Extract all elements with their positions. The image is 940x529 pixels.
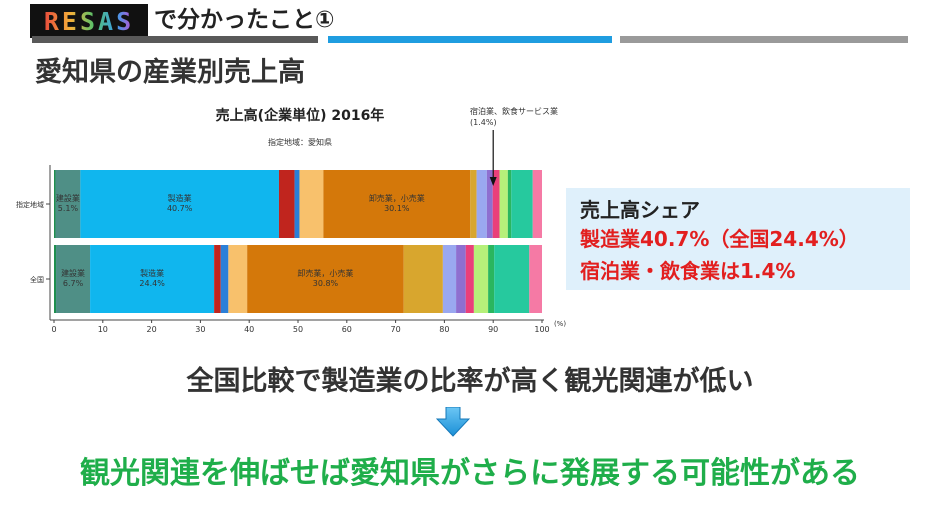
annotation-arrow-head bbox=[489, 177, 497, 186]
bar-segment bbox=[488, 245, 495, 313]
header-divider-light-gray bbox=[620, 36, 908, 43]
share-box: 売上高シェア 製造業40.7%（全国24.4%） 宿泊業・飲食業は1.4% bbox=[566, 188, 910, 290]
x-tick-label: 90 bbox=[488, 325, 498, 334]
x-tick-label: 40 bbox=[244, 325, 254, 334]
bar-segment bbox=[54, 170, 56, 238]
bar-segment bbox=[494, 245, 530, 313]
y-tick-label: 指定地域 bbox=[16, 200, 44, 209]
data-label: 30.1% bbox=[384, 204, 410, 213]
bar-segment bbox=[228, 245, 248, 313]
y-tick-label: 全国 bbox=[30, 275, 44, 284]
share-accommodation: 宿泊業・飲食業は1.4% bbox=[580, 259, 796, 283]
bar-segment bbox=[56, 245, 91, 313]
bar-segment-label: 卸売業，小売業 bbox=[369, 193, 425, 203]
data-label: 24.4% bbox=[139, 279, 165, 288]
bar-segment-label: 建設業 bbox=[56, 193, 80, 203]
bar-segment bbox=[476, 170, 487, 238]
bar-segment bbox=[473, 245, 489, 313]
chart-annotation: 宿泊業、飲食サービス業 (1.4%) bbox=[470, 106, 558, 186]
bar-segment bbox=[90, 245, 215, 313]
data-label: 40.7% bbox=[167, 204, 193, 213]
bar-segment bbox=[403, 245, 443, 313]
bar-segment-label: 製造業 bbox=[168, 193, 192, 203]
bar-segment bbox=[294, 170, 300, 238]
bar-segment bbox=[80, 170, 279, 238]
chart-title: 売上高(企業単位) 2016年 bbox=[216, 107, 385, 124]
bar-segment bbox=[470, 170, 477, 238]
x-tick-label: 50 bbox=[293, 325, 303, 334]
share-manufacturing: 製造業40.7%（全国24.4%） bbox=[580, 227, 859, 251]
annotation-text: (1.4%) bbox=[470, 118, 497, 127]
x-tick-label: 0 bbox=[51, 325, 56, 334]
x-tick-label: 10 bbox=[98, 325, 108, 334]
bar-segment bbox=[278, 170, 295, 238]
bar-segment bbox=[492, 170, 500, 238]
x-unit-label: (%) bbox=[554, 320, 566, 328]
x-tick-label: 20 bbox=[147, 325, 157, 334]
bar-segment bbox=[220, 245, 229, 313]
bar-segments: 建設業5.1%製造業40.7%卸売業，小売業30.1%建設業6.7%製造業24.… bbox=[54, 170, 542, 313]
bar-segment-label: 製造業 bbox=[140, 268, 164, 278]
bar-segment bbox=[465, 245, 474, 313]
data-label: 30.8% bbox=[313, 279, 339, 288]
x-tick-label: 30 bbox=[195, 325, 205, 334]
page-title: 愛知県の産業別売上高 bbox=[35, 57, 305, 88]
bar-segment bbox=[499, 170, 508, 238]
bar-segment bbox=[507, 170, 512, 238]
bar-segment bbox=[532, 170, 542, 238]
data-label: 5.1% bbox=[58, 204, 79, 213]
conclusion-text: 全国比較で製造業の比率が高く観光関連が低い bbox=[186, 366, 754, 397]
header-divider-blue bbox=[328, 36, 612, 43]
bar-segment bbox=[486, 170, 493, 238]
bar-segment bbox=[456, 245, 466, 313]
x-tick-label: 100 bbox=[534, 325, 549, 334]
down-arrow-icon bbox=[436, 407, 470, 437]
bar-segment-label: 卸売業，小売業 bbox=[297, 268, 353, 278]
header-divider-gray bbox=[32, 36, 318, 43]
bar-segment-label: 建設業 bbox=[61, 268, 85, 278]
final-message: 観光関連を伸ばせば愛知県がさらに発展する可能性がある bbox=[80, 456, 860, 491]
bar-segment bbox=[299, 170, 324, 238]
share-box-title: 売上高シェア bbox=[580, 198, 700, 222]
bar-segment bbox=[247, 245, 404, 313]
bar-segment bbox=[55, 170, 81, 238]
bar-segment bbox=[323, 170, 471, 238]
x-tick-label: 80 bbox=[439, 325, 449, 334]
bar-segment bbox=[214, 245, 221, 313]
data-label: 6.7% bbox=[63, 279, 84, 288]
x-tick-label: 60 bbox=[342, 325, 352, 334]
bar-segment bbox=[529, 245, 542, 313]
header-title: で分かったこと① bbox=[154, 7, 335, 33]
annotation-text: 宿泊業、飲食サービス業 bbox=[470, 106, 558, 116]
chart-subtitle: 指定地域：愛知県 bbox=[268, 137, 332, 147]
bar-segment bbox=[54, 245, 57, 313]
bar-segment bbox=[442, 245, 457, 313]
bar-segment bbox=[511, 170, 533, 238]
x-tick-label: 70 bbox=[391, 325, 401, 334]
logo-text: RESAS bbox=[43, 6, 135, 36]
resas-logo: RESAS bbox=[30, 4, 148, 38]
